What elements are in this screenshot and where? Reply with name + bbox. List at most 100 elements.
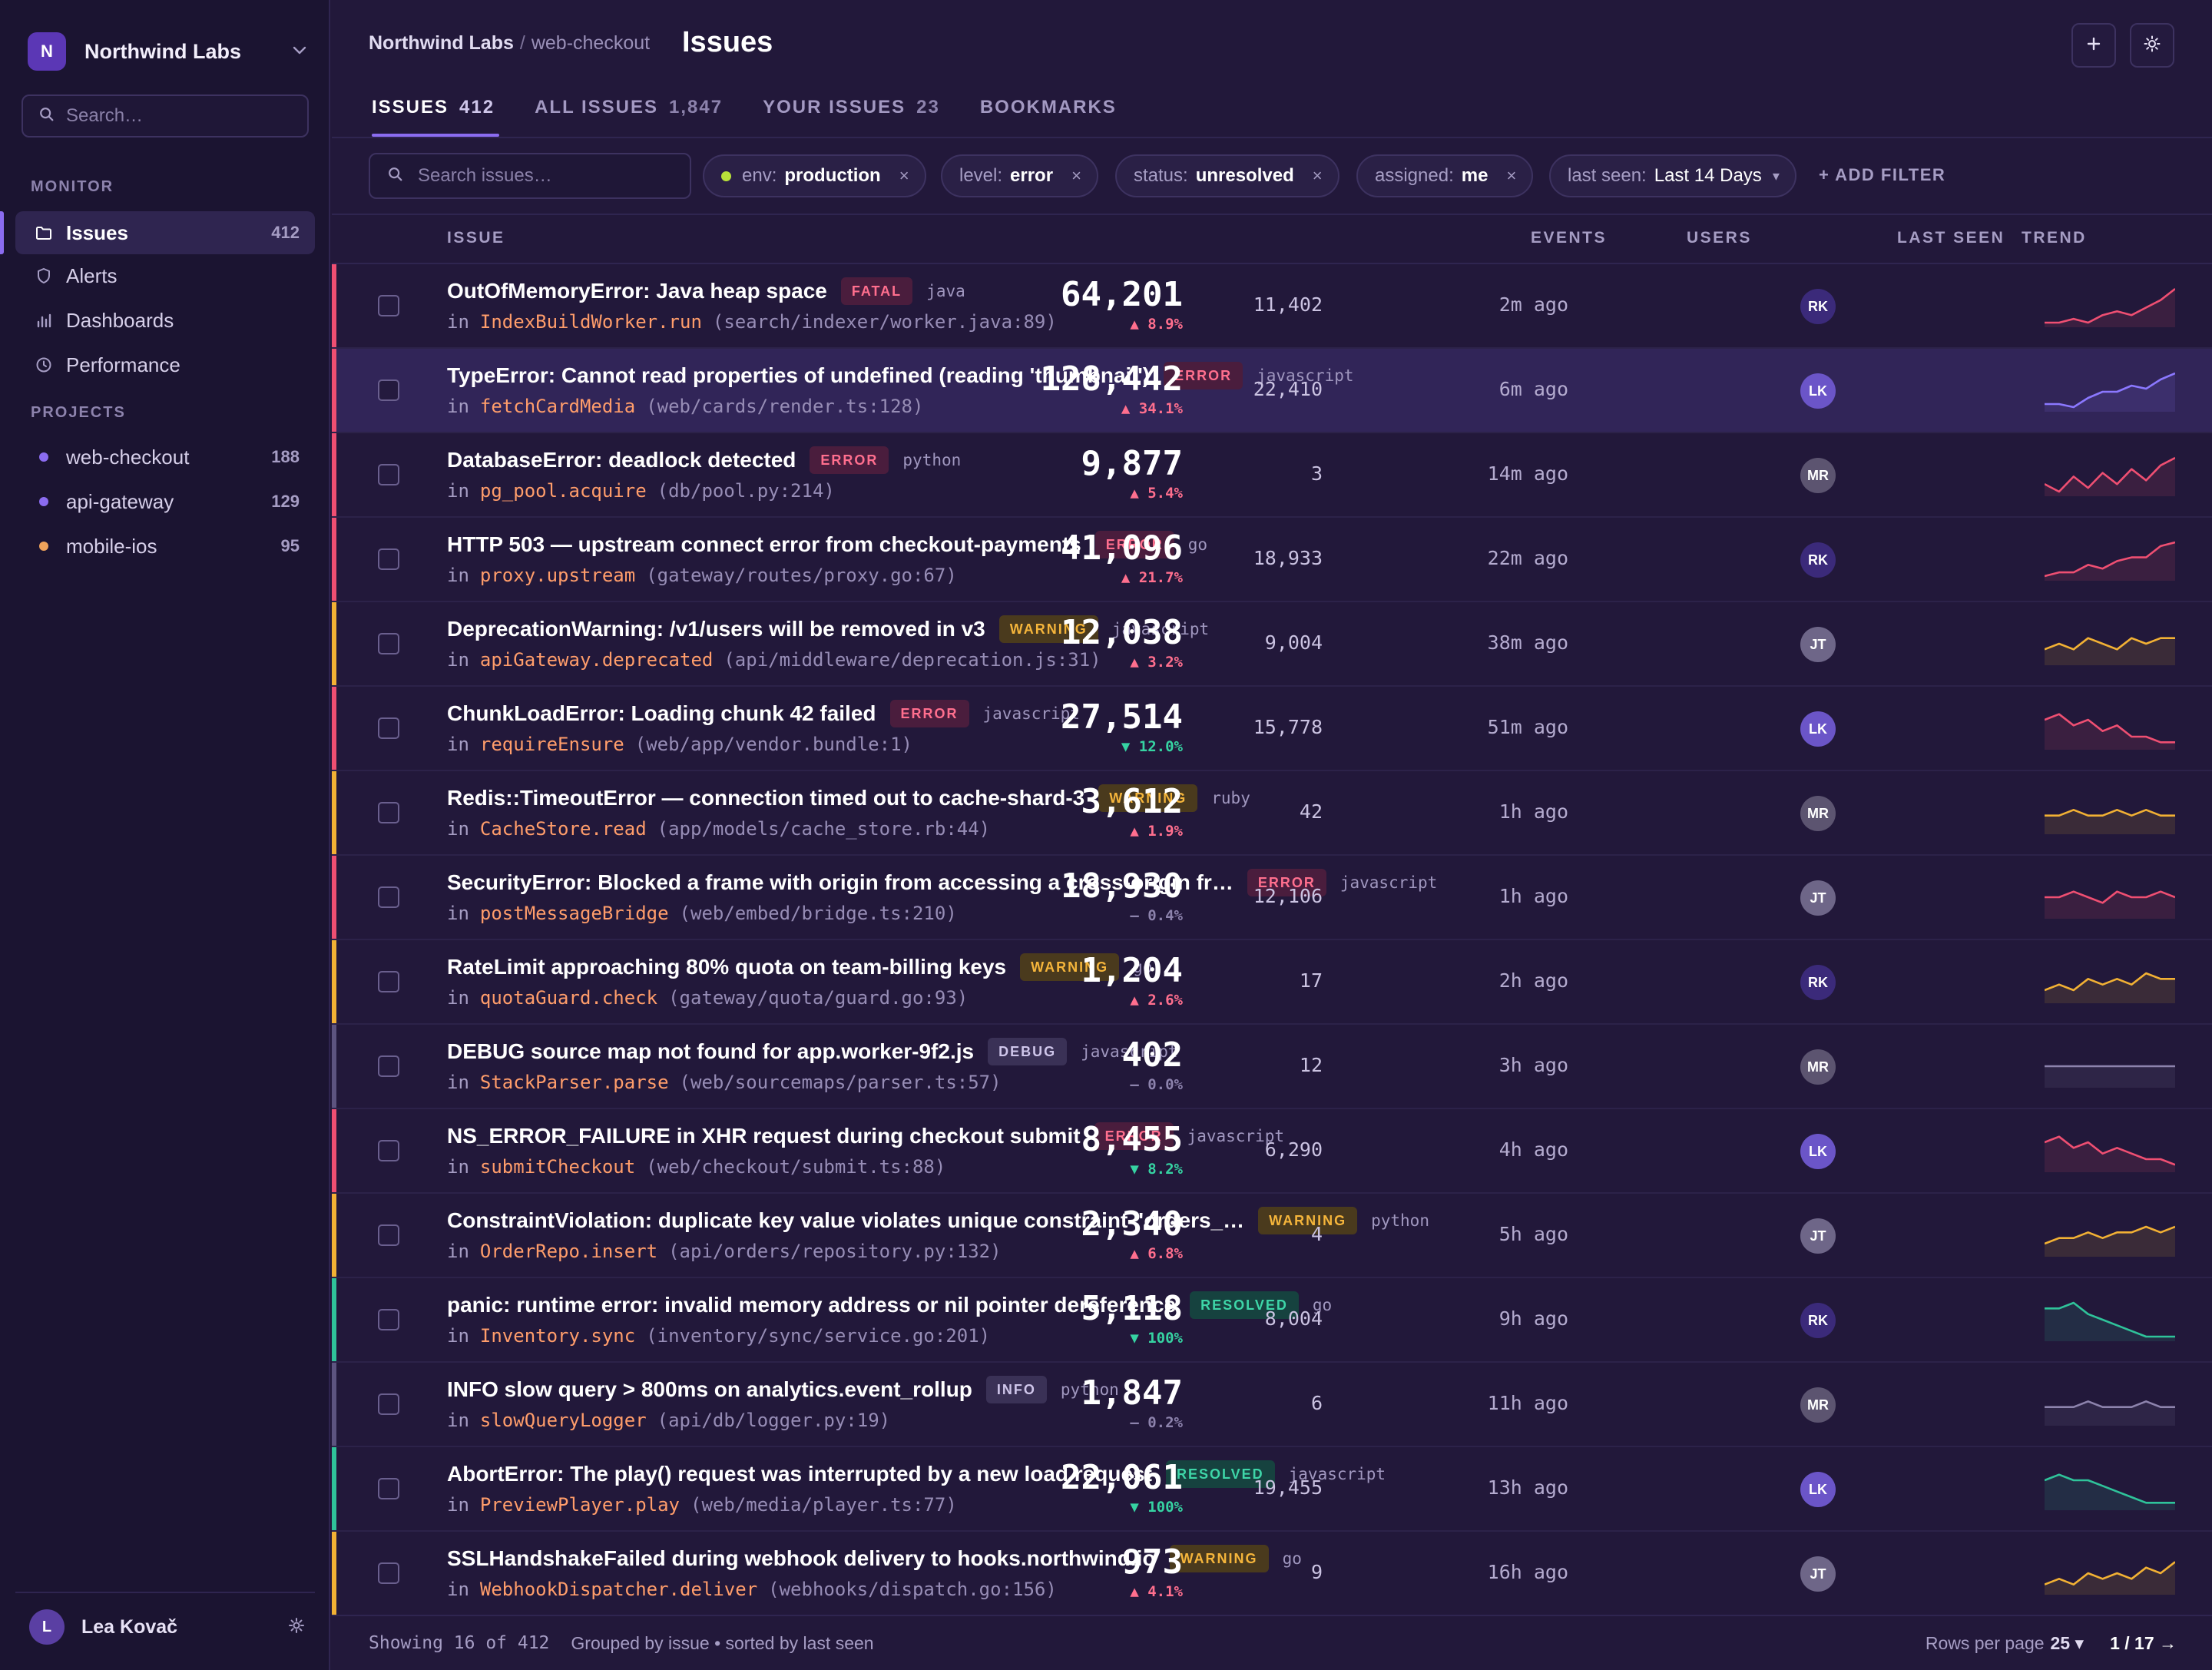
row-checkbox[interactable]	[378, 1309, 399, 1330]
event-count: 9,877 ▲ 5.4%	[1081, 444, 1183, 502]
issue-title[interactable]: SSLHandshakeFailed during webhook delive…	[447, 1546, 1156, 1570]
org-switcher[interactable]: N Northwind Labs	[28, 32, 312, 71]
project-item-mobile-ios[interactable]: mobile-ios 95	[15, 525, 315, 568]
assignee-avatar[interactable]: MR	[1800, 458, 1836, 493]
issue-title[interactable]: OutOfMemoryError: Java heap space	[447, 279, 827, 303]
issue-row[interactable]: DEBUG source map not found for app.worke…	[332, 1025, 2212, 1109]
column-header-last-seen[interactable]: LAST SEEN	[1897, 229, 2005, 247]
issue-row[interactable]: HTTP 503 — upstream connect error from c…	[332, 518, 2212, 602]
add-button[interactable]	[2071, 23, 2116, 68]
add-filter-button[interactable]: + ADD FILTER	[1819, 165, 1946, 184]
issue-row[interactable]: RateLimit approaching 80% quota on team-…	[332, 940, 2212, 1025]
sidebar-item-alerts[interactable]: Alerts	[15, 254, 315, 297]
row-checkbox[interactable]	[378, 295, 399, 316]
column-header-users[interactable]: USERS	[1687, 229, 1752, 247]
row-checkbox[interactable]	[378, 1478, 399, 1499]
assignee-avatar[interactable]: LK	[1800, 1134, 1836, 1169]
assignee-avatar[interactable]: MR	[1800, 796, 1836, 831]
issue-row[interactable]: SSLHandshakeFailed during webhook delive…	[332, 1532, 2212, 1616]
issue-title[interactable]: HTTP 503 — upstream connect error from c…	[447, 532, 1081, 556]
trend-sparkline	[2045, 972, 2175, 1003]
issue-row[interactable]: ConstraintViolation: duplicate key value…	[332, 1194, 2212, 1278]
assignee-avatar[interactable]: RK	[1800, 1303, 1836, 1338]
assignee-avatar[interactable]: MR	[1800, 1387, 1836, 1423]
issue-row[interactable]: NS_ERROR_FAILURE in XHR request during c…	[332, 1109, 2212, 1194]
filter-last-seen-select[interactable]: last seen: Last 14 Days ▾	[1549, 154, 1796, 197]
close-icon[interactable]: ×	[1506, 166, 1517, 185]
user-menu[interactable]: L Lea Kovač	[29, 1609, 306, 1645]
column-header-issue[interactable]: ISSUE	[447, 229, 505, 247]
sidebar-item-performance[interactable]: Performance	[15, 343, 315, 386]
assignee-avatar[interactable]: RK	[1800, 542, 1836, 578]
row-checkbox[interactable]	[378, 1055, 399, 1077]
row-checkbox[interactable]	[378, 633, 399, 654]
issue-row[interactable]: TypeError: Cannot read properties of und…	[332, 349, 2212, 433]
sidebar-item-dashboards[interactable]: Dashboards	[15, 299, 315, 342]
row-checkbox[interactable]	[378, 1140, 399, 1161]
filter-chip-env[interactable]: env: production ×	[703, 154, 926, 197]
issue-title[interactable]: NS_ERROR_FAILURE in XHR request during c…	[447, 1124, 1081, 1148]
issue-title[interactable]: RateLimit approaching 80% quota on team-…	[447, 955, 1007, 979]
issue-row[interactable]: DatabaseError: deadlock detected ERROR pyt…	[332, 433, 2212, 518]
issue-row[interactable]: Redis::TimeoutError — connection timed o…	[332, 771, 2212, 856]
sidebar-search-input[interactable]: Search…	[22, 94, 309, 138]
close-icon[interactable]: ×	[1071, 166, 1081, 185]
issue-row[interactable]: OutOfMemoryError: Java heap space FATAL ja…	[332, 264, 2212, 349]
assignee-avatar[interactable]: LK	[1800, 711, 1836, 747]
issue-title[interactable]: ChunkLoadError: Loading chunk 42 failed	[447, 701, 876, 725]
row-checkbox[interactable]	[378, 802, 399, 823]
close-icon[interactable]: ×	[899, 166, 909, 185]
rows-per-page-select[interactable]: 25 ▾	[2050, 1633, 2085, 1653]
issue-title[interactable]: DeprecationWarning: /v1/users will be re…	[447, 617, 985, 641]
issue-title[interactable]: DEBUG source map not found for app.worke…	[447, 1039, 975, 1063]
issue-row[interactable]: DeprecationWarning: /v1/users will be re…	[332, 602, 2212, 687]
page-indicator[interactable]: 1 / 17 →	[2110, 1633, 2177, 1653]
breadcrumb-org[interactable]: Northwind Labs	[369, 32, 514, 54]
project-item-web-checkout[interactable]: web-checkout 188	[15, 436, 315, 479]
issue-row[interactable]: panic: runtime error: invalid memory add…	[332, 1278, 2212, 1363]
issue-row[interactable]: AbortError: The play() request was inter…	[332, 1447, 2212, 1532]
issue-row[interactable]: SecurityError: Blocked a frame with orig…	[332, 856, 2212, 940]
sidebar-item-issues[interactable]: Issues 412	[15, 211, 315, 254]
issue-row[interactable]: INFO slow query > 800ms on analytics.eve…	[332, 1363, 2212, 1447]
row-checkbox[interactable]	[378, 971, 399, 992]
row-checkbox[interactable]	[378, 379, 399, 401]
issue-title[interactable]: panic: runtime error: invalid memory add…	[447, 1293, 1177, 1317]
assignee-avatar[interactable]: RK	[1800, 289, 1836, 324]
level-indicator	[332, 1363, 336, 1446]
row-checkbox[interactable]	[378, 1562, 399, 1584]
assignee-avatar[interactable]: JT	[1800, 1218, 1836, 1254]
assignee-avatar[interactable]: JT	[1800, 1556, 1836, 1592]
assignee-avatar[interactable]: LK	[1800, 1472, 1836, 1507]
filter-chip-level[interactable]: level: error ×	[941, 154, 1098, 197]
breadcrumb-project[interactable]: web-checkout	[531, 32, 651, 54]
close-icon[interactable]: ×	[1312, 166, 1323, 185]
row-checkbox[interactable]	[378, 717, 399, 739]
theme-toggle-button[interactable]	[2130, 23, 2174, 68]
assignee-avatar[interactable]: JT	[1800, 880, 1836, 916]
row-checkbox[interactable]	[378, 1224, 399, 1246]
issue-row[interactable]: ChunkLoadError: Loading chunk 42 failed E…	[332, 687, 2212, 771]
assignee-avatar[interactable]: LK	[1800, 373, 1836, 409]
row-checkbox[interactable]	[378, 548, 399, 570]
assignee-avatar[interactable]: JT	[1800, 627, 1836, 662]
filter-chip-status[interactable]: status: unresolved ×	[1115, 154, 1339, 197]
issue-title[interactable]: Redis::TimeoutError — connection timed o…	[447, 786, 1085, 810]
assignee-avatar[interactable]: MR	[1800, 1049, 1836, 1085]
tab-bookmarks[interactable]: BOOKMARKS	[980, 97, 1117, 138]
row-checkbox[interactable]	[378, 886, 399, 908]
column-header-events[interactable]: EVENTS	[1530, 229, 1607, 247]
row-checkbox[interactable]	[378, 1393, 399, 1415]
gear-icon[interactable]	[287, 1616, 306, 1639]
issue-title[interactable]: INFO slow query > 800ms on analytics.eve…	[447, 1377, 972, 1401]
row-checkbox[interactable]	[378, 464, 399, 485]
tab-issues[interactable]: ISSUES 412	[372, 97, 500, 138]
project-item-api-gateway[interactable]: api-gateway 129	[15, 480, 315, 523]
issue-search-input[interactable]: Search issues…	[369, 153, 691, 199]
tab-all-issues[interactable]: ALL ISSUES 1,847	[535, 97, 723, 138]
filter-chip-assigned[interactable]: assigned: me ×	[1356, 154, 1534, 197]
tab-your-issues[interactable]: YOUR ISSUES 23	[763, 97, 940, 138]
issue-title[interactable]: DatabaseError: deadlock detected	[447, 448, 796, 472]
issue-title[interactable]: AbortError: The play() request was inter…	[447, 1462, 1152, 1486]
assignee-avatar[interactable]: RK	[1800, 965, 1836, 1000]
